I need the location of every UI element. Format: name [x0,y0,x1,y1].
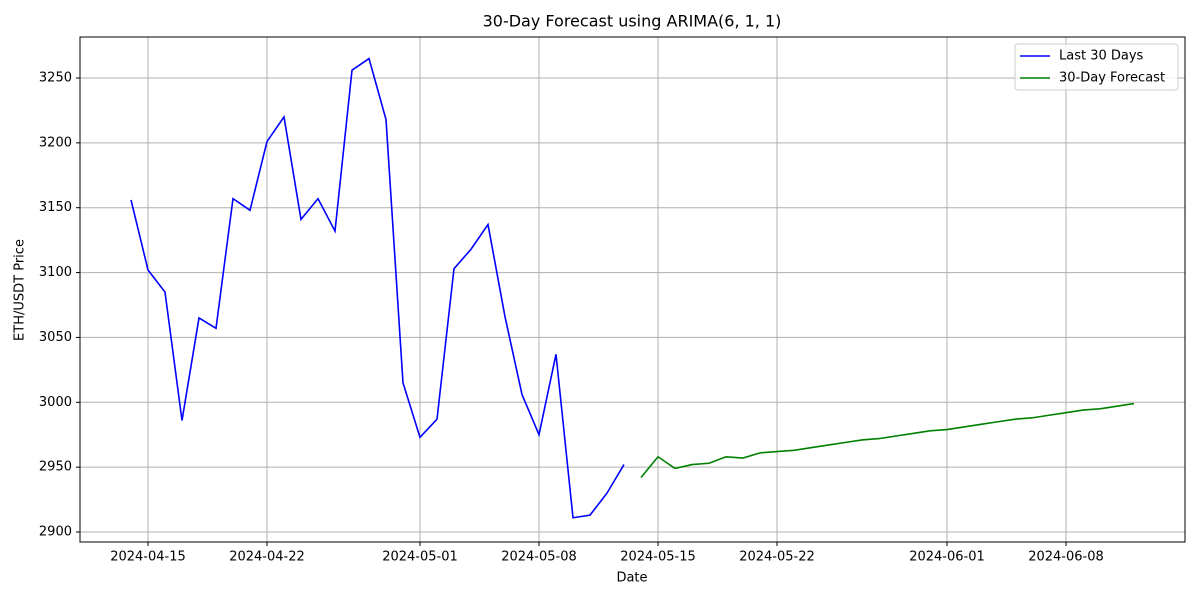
y-tick-label: 3150 [39,200,72,215]
y-tick-label: 3050 [39,330,72,345]
y-tick-label: 3100 [39,265,72,280]
y-tick-label: 3250 [39,70,72,85]
plot-frame [79,36,1186,543]
x-tick-label: 2024-05-01 [382,550,458,565]
x-tick-label: 2024-05-15 [620,550,696,565]
y-tick-label: 2900 [39,525,72,540]
x-tick-label: 2024-04-22 [229,550,305,565]
line-series [640,402,1135,479]
legend-label: 30-Day Forecast [1059,71,1165,86]
x-tick-label: 2024-06-01 [909,550,985,565]
line-series [130,57,625,519]
legend-label: Last 30 Days [1059,49,1144,64]
y-tick-label: 2950 [39,460,72,475]
x-tick-label: 2024-04-15 [110,550,186,565]
x-tick-label: 2024-06-08 [1028,550,1104,565]
y-axis-label: ETH/USDT Price [13,239,28,341]
legend-box [1014,43,1179,91]
x-tick-label: 2024-05-22 [739,550,815,565]
y-tick-label: 3000 [39,395,72,410]
x-tick-label: 2024-05-08 [501,550,577,565]
y-tick-label: 3200 [39,135,72,150]
chart-title: 30-Day Forecast using ARIMA(6, 1, 1) [483,12,782,31]
x-axis-label: Date [616,571,647,586]
